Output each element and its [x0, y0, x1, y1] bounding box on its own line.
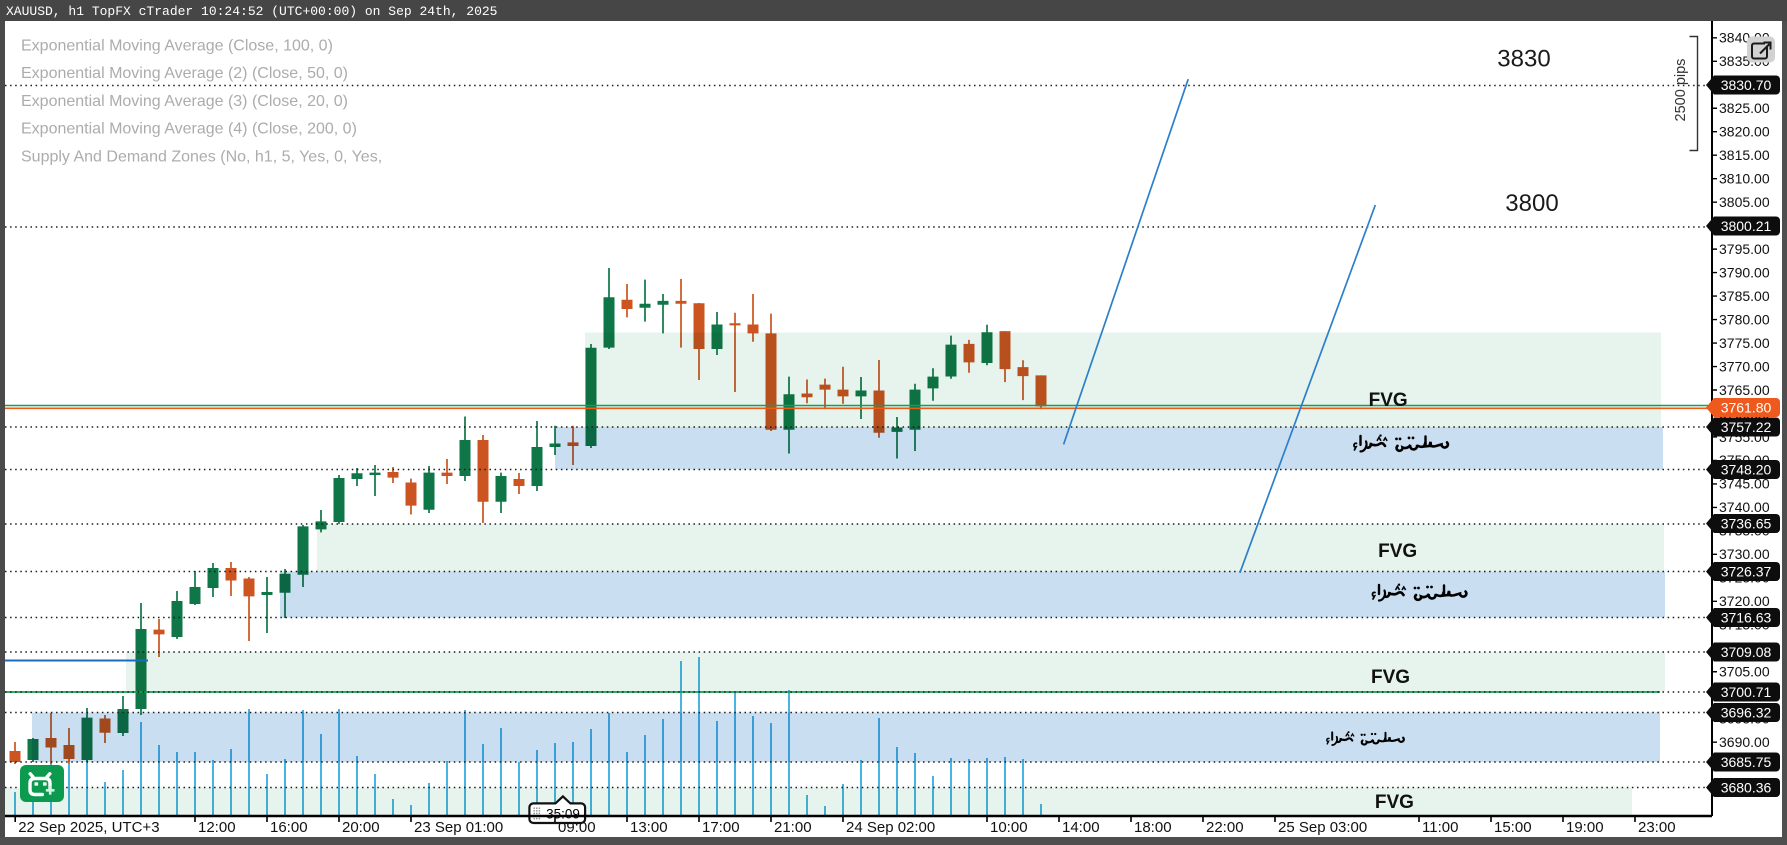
svg-text:3696.32: 3696.32 [1721, 704, 1772, 720]
svg-text:2500 pips: 2500 pips [1673, 59, 1689, 122]
svg-text:3825.00: 3825.00 [1719, 100, 1770, 116]
svg-text:3680.36: 3680.36 [1721, 779, 1772, 795]
svg-text:3785.00: 3785.00 [1719, 288, 1770, 304]
svg-text:3761.80: 3761.80 [1721, 399, 1772, 415]
svg-text:Exponential Moving Average (4): Exponential Moving Average (4) (Close, 2… [21, 121, 357, 138]
svg-text:3830.70: 3830.70 [1721, 77, 1772, 93]
svg-text:3690.00: 3690.00 [1719, 734, 1770, 750]
svg-text:10:00: 10:00 [990, 819, 1028, 836]
svg-text:3820.00: 3820.00 [1719, 124, 1770, 140]
svg-text:3716.63: 3716.63 [1721, 609, 1772, 625]
svg-text:14:00: 14:00 [1062, 819, 1100, 836]
svg-text:3748.20: 3748.20 [1721, 461, 1772, 477]
svg-text:3757.22: 3757.22 [1721, 419, 1772, 435]
svg-text:3765.00: 3765.00 [1719, 382, 1770, 398]
svg-text:3795.00: 3795.00 [1719, 241, 1770, 257]
svg-text:3770.00: 3770.00 [1719, 358, 1770, 374]
svg-text:Supply And Demand Zones (No, h: Supply And Demand Zones (No, h1, 5, Yes,… [21, 148, 382, 165]
svg-text:13:00: 13:00 [630, 819, 668, 836]
svg-text:3745.00: 3745.00 [1719, 476, 1770, 492]
svg-text:3805.00: 3805.00 [1719, 194, 1770, 210]
svg-text:19:00: 19:00 [1566, 819, 1604, 836]
svg-text:23:00: 23:00 [1638, 819, 1676, 836]
svg-text:11:00: 11:00 [1422, 819, 1458, 836]
svg-text:3726.37: 3726.37 [1721, 563, 1772, 579]
svg-text:Exponential Moving Average (2): Exponential Moving Average (2) (Close, 5… [21, 65, 348, 82]
svg-text:3775.00: 3775.00 [1719, 335, 1770, 351]
svg-text:3800: 3800 [1505, 190, 1558, 217]
svg-text:FVG: FVG [1378, 541, 1417, 562]
svg-text:FVG: FVG [1375, 792, 1414, 813]
svg-text:3720.00: 3720.00 [1719, 593, 1770, 609]
svg-text:FVG: FVG [1369, 390, 1408, 411]
svg-text:09:00: 09:00 [558, 819, 596, 836]
svg-text:3810.00: 3810.00 [1719, 170, 1770, 186]
svg-text:20:00: 20:00 [342, 819, 380, 836]
svg-text:22:00: 22:00 [1206, 819, 1244, 836]
svg-text:23 Sep 01:00: 23 Sep 01:00 [414, 819, 503, 836]
svg-text:FVG: FVG [1371, 667, 1410, 688]
svg-text:24 Sep 02:00: 24 Sep 02:00 [846, 819, 935, 836]
svg-text:3705.00: 3705.00 [1719, 664, 1770, 680]
svg-text:Exponential Moving Average (Cl: Exponential Moving Average (Close, 100, … [21, 38, 333, 55]
svg-text:18:00: 18:00 [1134, 819, 1172, 836]
svg-text:15:00: 15:00 [1494, 819, 1532, 836]
svg-text:25 Sep 03:00: 25 Sep 03:00 [1278, 819, 1367, 836]
svg-text:3740.00: 3740.00 [1719, 499, 1770, 515]
svg-text:3700.71: 3700.71 [1721, 684, 1772, 700]
svg-text:3830: 3830 [1497, 46, 1550, 73]
svg-text:3709.08: 3709.08 [1721, 644, 1772, 660]
svg-text:3815.00: 3815.00 [1719, 147, 1770, 163]
svg-text:3736.65: 3736.65 [1721, 515, 1772, 531]
svg-text:XAUUSD, h1 TopFX cTrader 10:24: XAUUSD, h1 TopFX cTrader 10:24:52 (UTC+0… [6, 4, 497, 19]
svg-text:16:00: 16:00 [270, 819, 308, 836]
svg-text:12:00: 12:00 [198, 819, 236, 836]
svg-text:3780.00: 3780.00 [1719, 311, 1770, 327]
svg-text:21:00: 21:00 [774, 819, 812, 836]
svg-text:17:00: 17:00 [702, 819, 740, 836]
svg-text:3730.00: 3730.00 [1719, 546, 1770, 562]
svg-text:3800.21: 3800.21 [1721, 218, 1772, 234]
svg-text:3790.00: 3790.00 [1719, 264, 1770, 280]
svg-text:Exponential Moving Average (3): Exponential Moving Average (3) (Close, 2… [21, 93, 348, 110]
svg-text:3685.75: 3685.75 [1721, 754, 1772, 770]
svg-text:22 Sep 2025, UTC+3: 22 Sep 2025, UTC+3 [18, 819, 159, 836]
